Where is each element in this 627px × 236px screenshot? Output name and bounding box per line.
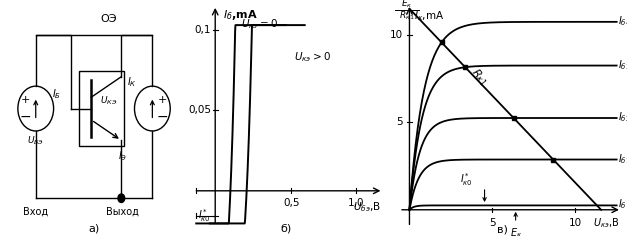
Text: $U_{бэ}$,В: $U_{бэ}$,В [352, 200, 381, 214]
Text: $I_к$,mA: $I_к$,mA [414, 9, 444, 23]
Text: 0,05: 0,05 [188, 105, 211, 115]
Text: 5: 5 [489, 218, 496, 228]
Text: $E_к$: $E_к$ [510, 226, 522, 236]
Text: 10: 10 [569, 218, 582, 228]
Text: Вход: Вход [23, 207, 48, 217]
Circle shape [118, 194, 125, 202]
Text: 0,1: 0,1 [194, 25, 211, 35]
Text: 0,5: 0,5 [283, 198, 299, 208]
Text: $I_К$: $I_К$ [127, 76, 137, 89]
Text: $U_{БЭ}$: $U_{БЭ}$ [27, 135, 45, 148]
Text: $I_{б}=0$: $I_{б}=0$ [618, 198, 627, 211]
Text: +: + [158, 95, 167, 105]
Text: 1,0: 1,0 [348, 198, 364, 208]
Text: $I_Б$: $I_Б$ [52, 87, 61, 101]
Text: $R_{к1}$: $R_{к1}$ [399, 9, 414, 22]
Text: $U_{КЭ}$: $U_{КЭ}$ [100, 95, 118, 107]
Text: $I_{б1}$: $I_{б1}$ [618, 152, 627, 165]
Text: б): б) [280, 224, 292, 234]
Text: 10: 10 [390, 30, 403, 40]
Text: $I^*_{к0}$: $I^*_{к0}$ [198, 207, 211, 224]
Text: а): а) [88, 223, 100, 233]
Text: +: + [21, 95, 30, 105]
Text: $I_{б3}$: $I_{б3}$ [618, 58, 627, 72]
Text: −: − [19, 110, 31, 124]
Text: −: − [157, 110, 169, 124]
Bar [79, 71, 124, 146]
Text: $U_{кэ}=0$: $U_{кэ}=0$ [241, 18, 278, 31]
Text: $E_к$: $E_к$ [401, 0, 413, 10]
Text: $U_{кэ}$,В: $U_{кэ}$,В [593, 216, 619, 230]
Text: $I_{б4}$: $I_{б4}$ [618, 14, 627, 28]
Text: $I_б$,mA: $I_б$,mA [223, 8, 258, 21]
Text: $I_Э$: $I_Э$ [117, 149, 127, 163]
Text: 5: 5 [397, 117, 403, 127]
Text: $I_{б2}$: $I_{б2}$ [618, 110, 627, 124]
Text: Выход: Выход [106, 207, 139, 217]
Text: $U_{кэ}>0$: $U_{кэ}>0$ [294, 50, 330, 64]
Text: в): в) [497, 225, 508, 235]
Text: $R_{к1}$: $R_{к1}$ [468, 66, 490, 89]
Text: ОЭ: ОЭ [101, 14, 117, 24]
Text: $I^*_{к0}$: $I^*_{к0}$ [460, 171, 473, 188]
